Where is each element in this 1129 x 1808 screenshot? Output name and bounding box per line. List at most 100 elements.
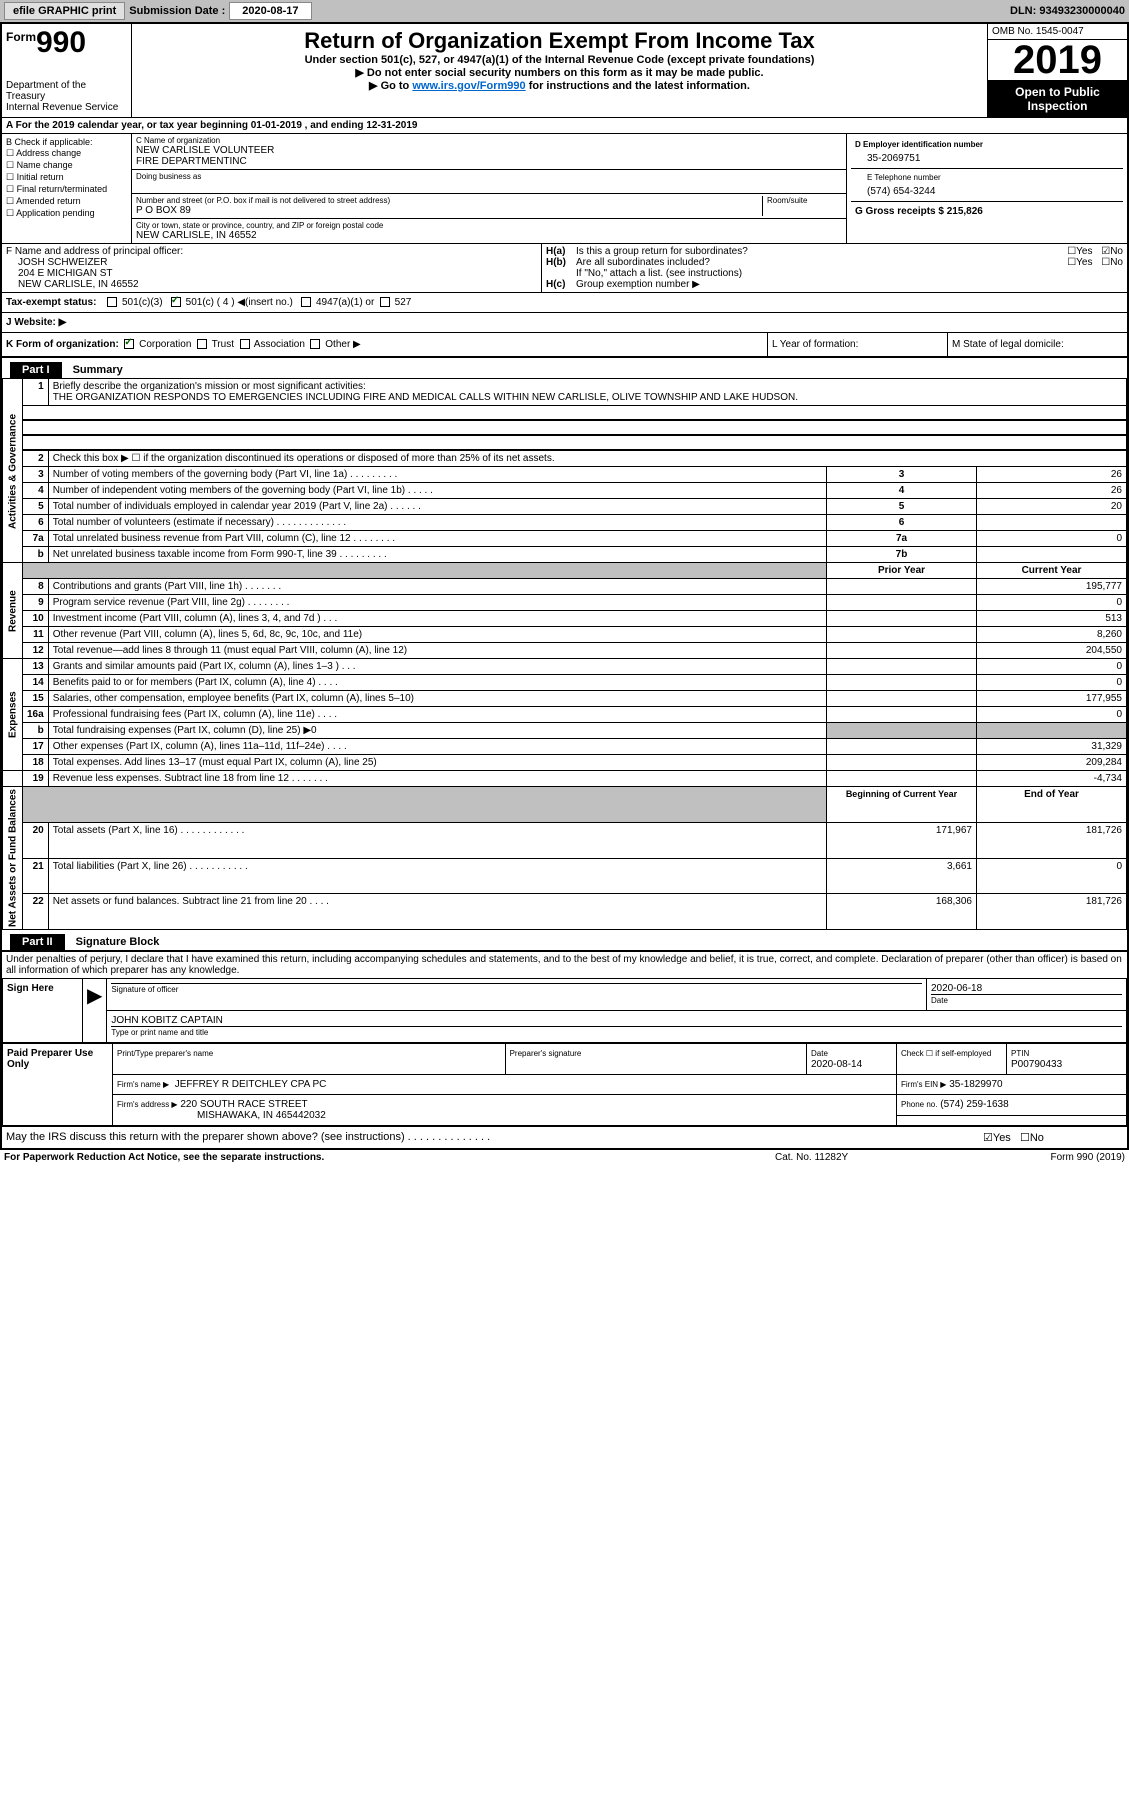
signature-section: Under penalties of perjury, I declare th… bbox=[2, 950, 1127, 1148]
l3-text: Number of voting members of the governin… bbox=[48, 467, 826, 483]
line-a: A For the 2019 calendar year, or tax yea… bbox=[2, 118, 1127, 134]
l10-text: Investment income (Part VIII, column (A)… bbox=[48, 611, 826, 627]
b20: 171,967 bbox=[827, 822, 977, 858]
hc-text: Group exemption number ▶ bbox=[576, 279, 700, 290]
c14: 0 bbox=[977, 675, 1127, 691]
section-j: J Website: ▶ bbox=[2, 313, 1127, 333]
section-b: B Check if applicable: ☐ Address change … bbox=[2, 134, 1127, 244]
right-info-column: D Employer identification number 35-2069… bbox=[847, 134, 1127, 243]
form-word: Form bbox=[6, 30, 36, 44]
form-id-box: Form990 Department of the Treasury Inter… bbox=[2, 24, 132, 117]
title-box: Return of Organization Exempt From Incom… bbox=[132, 24, 987, 117]
check-501c3 bbox=[107, 297, 117, 307]
hb-yes: ☐Yes bbox=[1067, 257, 1092, 268]
ha-label: H(a) bbox=[546, 246, 576, 257]
open-1: Open to Public bbox=[1015, 85, 1100, 99]
ein-value: 35-2069751 bbox=[855, 153, 1119, 164]
end-hdr: End of Year bbox=[977, 787, 1127, 823]
l6-text: Total number of volunteers (estimate if … bbox=[48, 515, 826, 531]
side-revenue: Revenue bbox=[3, 563, 23, 659]
open-public: Open to Public Inspection bbox=[988, 81, 1127, 117]
instr-2-pre: ▶ Go to bbox=[369, 80, 412, 92]
l2-text: Check this box ▶ ☐ if the organization d… bbox=[48, 451, 1126, 467]
c11: 8,260 bbox=[977, 627, 1127, 643]
check-self-label: Check ☐ if self-employed bbox=[901, 1049, 991, 1058]
sign-here-label: Sign Here bbox=[3, 979, 83, 1043]
check-initial: ☐ Initial return bbox=[6, 172, 127, 183]
phone-value: (574) 654-3244 bbox=[867, 186, 1119, 197]
irs-link[interactable]: www.irs.gov/Form990 bbox=[412, 80, 525, 92]
side-netassets: Net Assets or Fund Balances bbox=[3, 787, 23, 930]
sign-here-table: Sign Here ▶ Signature of officer 2020-06… bbox=[2, 978, 1127, 1043]
d-label: D Employer identification number bbox=[855, 140, 1119, 149]
part2-title: Signature Block bbox=[76, 936, 160, 948]
begin-hdr: Beginning of Current Year bbox=[827, 787, 977, 823]
k-label: K Form of organization: bbox=[6, 339, 119, 350]
ln21: 21 bbox=[23, 858, 49, 894]
firm-ein: 35-1829970 bbox=[949, 1079, 1002, 1090]
ln12: 12 bbox=[23, 643, 49, 659]
arrow-icon: ▶ bbox=[83, 979, 107, 1043]
mission-text: THE ORGANIZATION RESPONDS TO EMERGENCIES… bbox=[53, 392, 1122, 403]
opt-4947: 4947(a)(1) or bbox=[316, 297, 374, 308]
c18: 209,284 bbox=[977, 755, 1127, 771]
ln14: 14 bbox=[23, 675, 49, 691]
part1-header: Part I Summary bbox=[2, 358, 1127, 378]
l8-text: Contributions and grants (Part VIII, lin… bbox=[48, 579, 826, 595]
subtitle-1: Under section 501(c), 527, or 4947(a)(1)… bbox=[136, 54, 983, 66]
c10: 513 bbox=[977, 611, 1127, 627]
l12-text: Total revenue—add lines 8 through 11 (mu… bbox=[48, 643, 826, 659]
section-f: F Name and address of principal officer:… bbox=[2, 244, 1127, 293]
footer: For Paperwork Reduction Act Notice, see … bbox=[0, 1150, 1129, 1165]
l14-text: Benefits paid to or for members (Part IX… bbox=[48, 675, 826, 691]
l18-text: Total expenses. Add lines 13–17 (must eq… bbox=[48, 755, 826, 771]
dba-label: Doing business as bbox=[136, 172, 842, 181]
section-k: K Form of organization: Corporation Trus… bbox=[2, 333, 1127, 358]
ln15: 15 bbox=[23, 691, 49, 707]
prep-date-label: Date bbox=[811, 1049, 828, 1058]
k-left: K Form of organization: Corporation Trus… bbox=[2, 333, 767, 356]
ln11: 11 bbox=[23, 627, 49, 643]
l21-text: Total liabilities (Part X, line 26) . . … bbox=[48, 858, 826, 894]
g-gross: G Gross receipts $ 215,826 bbox=[851, 201, 1123, 221]
sig-officer-label: Signature of officer bbox=[111, 985, 178, 994]
e20: 181,726 bbox=[977, 822, 1127, 858]
firm-ein-label: Firm's EIN ▶ bbox=[901, 1080, 946, 1089]
side-expenses: Expenses bbox=[3, 659, 23, 771]
prior-year-hdr: Prior Year bbox=[827, 563, 977, 579]
submission-label: Submission Date : bbox=[129, 5, 225, 17]
ln19: 19 bbox=[23, 771, 49, 787]
ln2: 2 bbox=[23, 451, 49, 467]
prep-name-label: Print/Type preparer's name bbox=[117, 1049, 213, 1058]
box5: 5 bbox=[827, 499, 977, 515]
officer-box: F Name and address of principal officer:… bbox=[2, 244, 542, 292]
box7a: 7a bbox=[827, 531, 977, 547]
opt-trust: Trust bbox=[212, 339, 234, 350]
l13-text: Grants and similar amounts paid (Part IX… bbox=[48, 659, 826, 675]
top-row: Form990 Department of the Treasury Inter… bbox=[2, 24, 1127, 118]
ln9: 9 bbox=[23, 595, 49, 611]
declaration: Under penalties of perjury, I declare th… bbox=[2, 952, 1127, 978]
instruction-2: ▶ Go to www.irs.gov/Form990 for instruct… bbox=[136, 79, 983, 92]
l17-text: Other expenses (Part IX, column (A), lin… bbox=[48, 739, 826, 755]
opt-501c3: 501(c)(3) bbox=[122, 297, 163, 308]
ln4: 4 bbox=[23, 483, 49, 499]
efile-label: efile GRAPHIC print bbox=[4, 2, 125, 20]
firm-phone-label: Phone no. bbox=[901, 1100, 937, 1109]
box3: 3 bbox=[827, 467, 977, 483]
ln7b: b bbox=[23, 547, 49, 563]
firm-name-label: Firm's name ▶ bbox=[117, 1080, 169, 1089]
ha-no: ☑No bbox=[1101, 246, 1123, 257]
l7b-text: Net unrelated business taxable income fr… bbox=[48, 547, 826, 563]
org-name: NEW CARLISLE VOLUNTEER FIRE DEPARTMENTIN… bbox=[136, 145, 842, 167]
org-column: C Name of organization NEW CARLISLE VOLU… bbox=[132, 134, 847, 243]
paid-prep-label: Paid Preparer Use Only bbox=[3, 1044, 113, 1126]
side-activities: Activities & Governance bbox=[3, 379, 23, 563]
b-label: B Check if applicable: bbox=[6, 137, 127, 147]
c13: 0 bbox=[977, 659, 1127, 675]
v3: 26 bbox=[977, 467, 1127, 483]
ln8: 8 bbox=[23, 579, 49, 595]
hc-label: H(c) bbox=[546, 279, 576, 290]
footer-cat: Cat. No. 11282Y bbox=[775, 1152, 975, 1163]
ptin-value: P00790433 bbox=[1011, 1059, 1062, 1070]
